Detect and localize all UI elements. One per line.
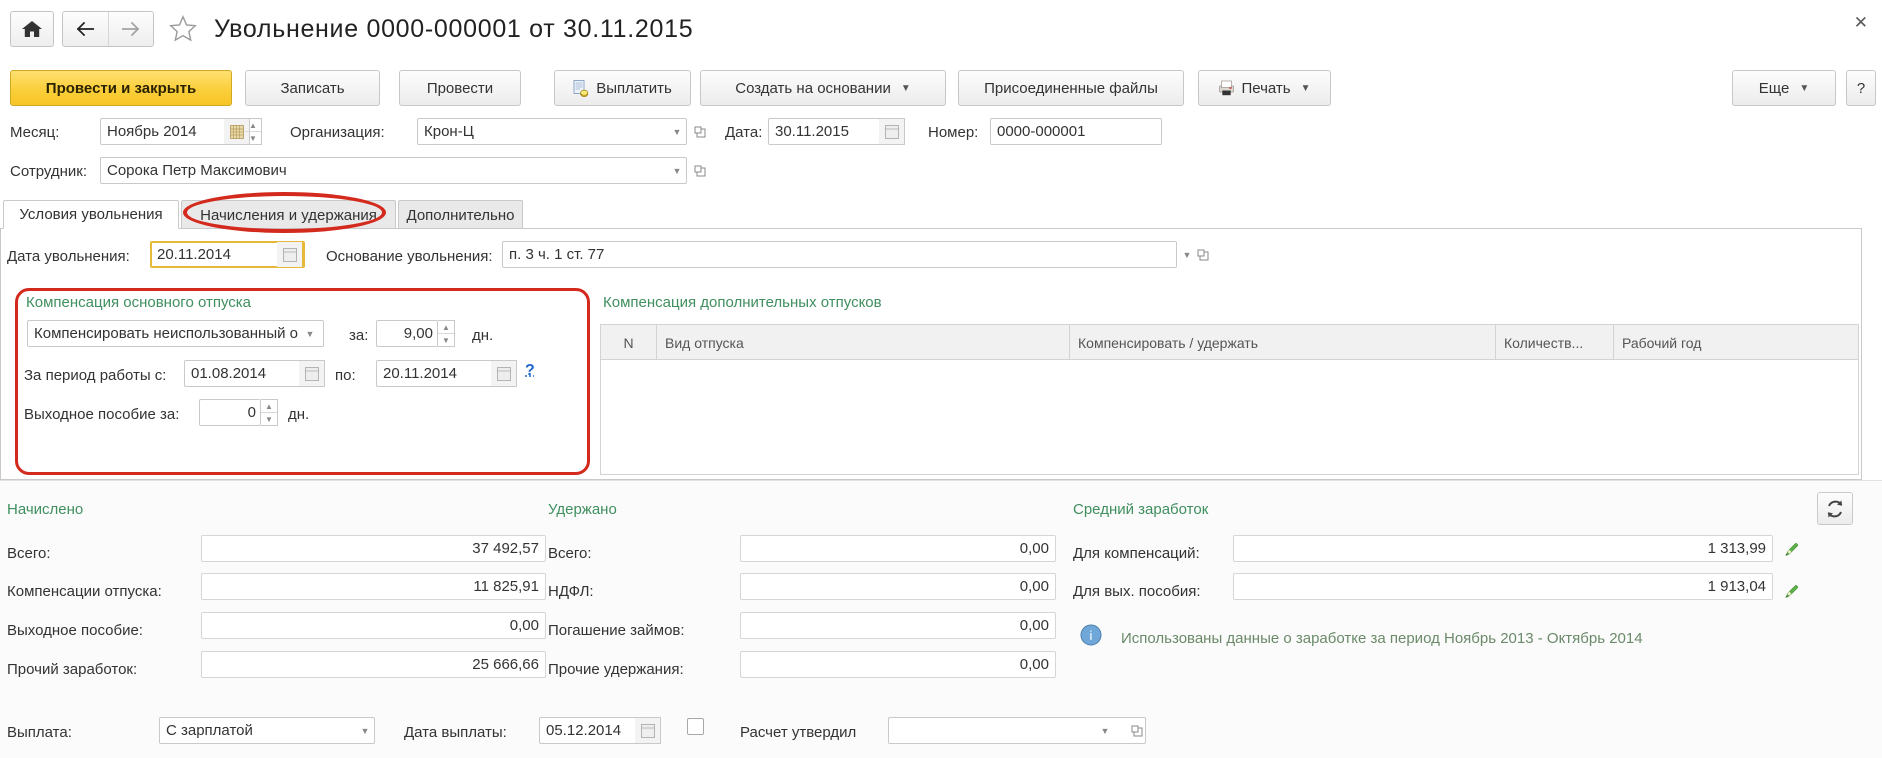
svg-text:i: i [1090, 628, 1093, 643]
